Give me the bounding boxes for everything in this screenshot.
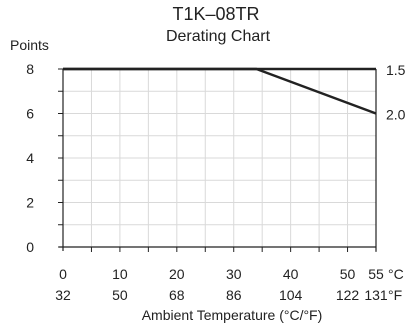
y-tick-label: 6 [26,106,34,122]
x-tick-label-fahrenheit: 104 [279,287,303,303]
y-tick-label: 8 [26,61,34,77]
x-tick-label-celsius: 55 [368,266,384,282]
x-unit-celsius: °C [388,266,404,282]
labels: T1K–08TR Derating Chart Points Ambient T… [10,4,406,323]
x-tick-label-celsius: 20 [169,266,185,282]
x-tick-label-fahrenheit: 68 [169,287,185,303]
chart-title: T1K–08TR [172,4,259,24]
y-axis-label: Points [10,37,49,53]
x-axis-label: Ambient Temperature (°C/°F) [142,307,323,323]
series-label: 2.0 [386,107,406,123]
x-tick-label-celsius: 50 [340,266,356,282]
series-line-2.0 [63,67,377,115]
x-tick-label-fahrenheit: 131 [364,287,388,303]
x-tick-label-fahrenheit: 32 [55,287,71,303]
x-tick-label-celsius: 0 [59,266,67,282]
x-tick-label-celsius: 10 [112,266,128,282]
series [63,67,377,115]
x-tick-label-celsius: 40 [283,266,299,282]
y-tick-label: 4 [26,150,34,166]
x-tick-label-fahrenheit: 50 [112,287,128,303]
series-label: 1.5 [386,62,406,78]
y-tick-label: 0 [26,239,34,255]
x-unit-fahrenheit: °F [388,287,402,303]
chart-subtitle: Derating Chart [166,28,271,45]
grid [63,69,376,247]
axes [58,68,377,252]
x-tick-label-fahrenheit: 86 [226,287,242,303]
y-tick-label: 2 [26,195,34,211]
x-tick-label-fahrenheit: 122 [336,287,360,303]
x-tick-label-celsius: 30 [226,266,242,282]
